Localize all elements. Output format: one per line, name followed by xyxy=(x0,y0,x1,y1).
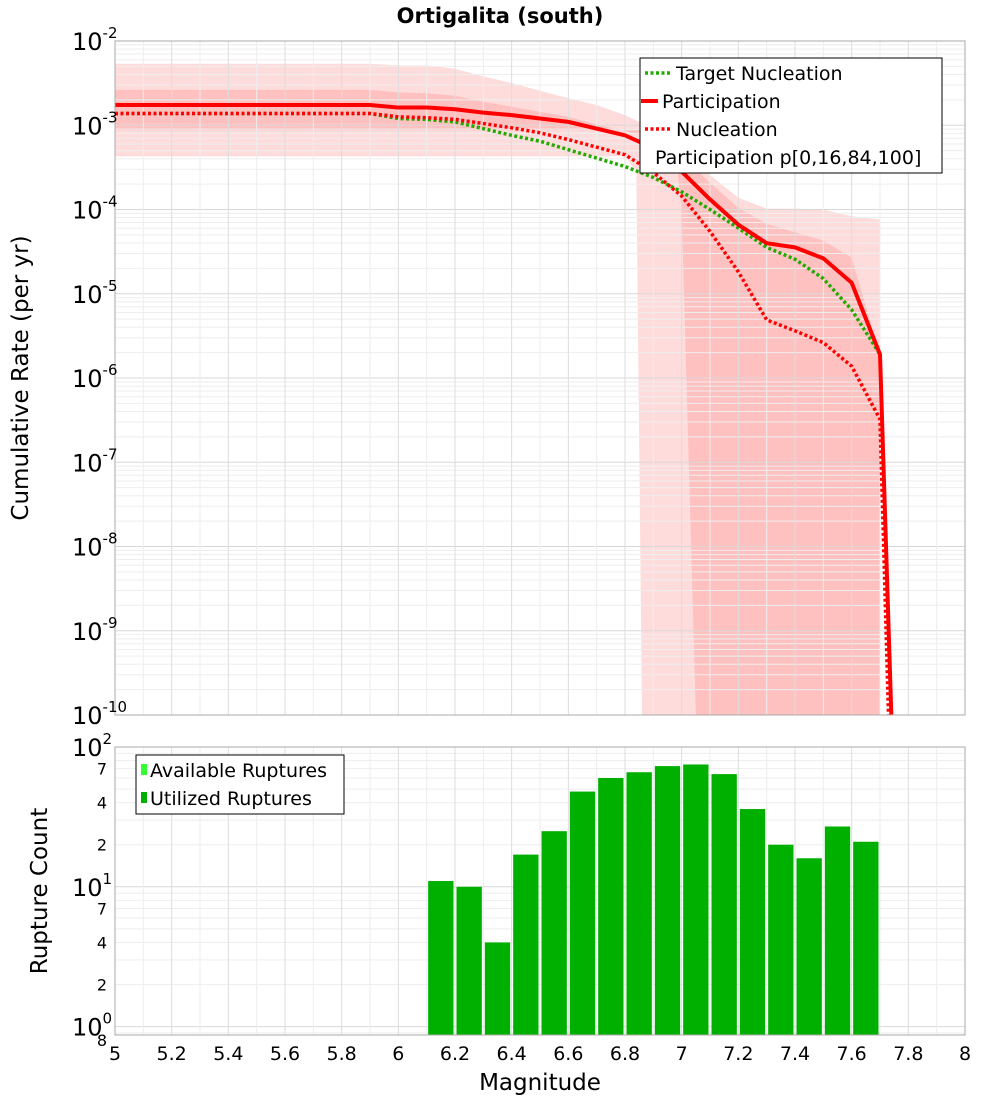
y-tick-label: 10-2 xyxy=(72,24,118,56)
y-tick-label: 100 xyxy=(72,1010,112,1042)
legend-label-nucleation: Nucleation xyxy=(676,119,778,141)
x-tick-label: 7.4 xyxy=(780,1043,810,1065)
top-y-axis-label: Cumulative Rate (per yr) xyxy=(8,235,34,520)
y-tick-label: 10-4 xyxy=(72,193,118,225)
y-tick-label: 10-6 xyxy=(72,361,118,393)
y-minor-tick-label: 2 xyxy=(97,836,107,855)
bottom-legend-box xyxy=(135,754,345,815)
y-minor-tick-label: 4 xyxy=(97,933,107,952)
bottom-legend: Available Ruptures Utilized Ruptures xyxy=(135,754,345,815)
bar-utilized-ruptures xyxy=(428,881,454,1035)
bar-utilized-ruptures xyxy=(683,764,709,1035)
x-tick-label: 6.2 xyxy=(440,1043,470,1065)
y-minor-tick-label: 7 xyxy=(97,899,107,918)
x-tick-label: 7.6 xyxy=(837,1043,867,1065)
y-tick-label: 10-7 xyxy=(72,445,118,477)
x-tick-label: 5.6 xyxy=(270,1043,300,1065)
series-line-participation xyxy=(115,103,894,716)
chart-title: Ortigalita (south) xyxy=(397,4,604,28)
band-group xyxy=(115,63,880,716)
bar-utilized-ruptures xyxy=(768,844,794,1035)
y-tick-label: 101 xyxy=(72,870,112,902)
y-tick-label: 10-10 xyxy=(72,698,127,730)
bar-utilized-ruptures xyxy=(569,791,596,1035)
x-ticks: 5 5.2 5.4 5.6 5.8 6 6.2 6.4 6.6 6.8 7 7.2 7.4 7.6 7.8 8 xyxy=(109,1043,971,1065)
y-minor-tick-label: 7 xyxy=(97,760,107,779)
x-axis-label: Magnitude xyxy=(479,1070,601,1096)
bar-group xyxy=(428,764,879,1035)
x-tick-label: 5.8 xyxy=(327,1043,357,1065)
bottom-plot-frame xyxy=(114,746,966,1036)
bar-utilized-ruptures xyxy=(598,778,624,1035)
x-tick-label: 7.2 xyxy=(723,1043,753,1065)
y-tick-label: 102 xyxy=(72,730,112,762)
legend-swatch-available-ruptures xyxy=(141,764,147,775)
bottom-y-axis-label: Rupture Count xyxy=(27,808,53,974)
legend-label-utilized-ruptures: Utilized Ruptures xyxy=(150,788,312,810)
y-minor-tick-label: 4 xyxy=(97,794,107,813)
bar-utilized-ruptures xyxy=(739,809,766,1035)
x-tick-label: 6 xyxy=(392,1043,404,1065)
top-plot-frame xyxy=(114,40,966,716)
bar-utilized-ruptures xyxy=(711,774,737,1035)
x-tick-label: 5 xyxy=(109,1043,121,1065)
series-line-nucleation xyxy=(115,111,891,716)
legend-swatch-utilized-ruptures xyxy=(141,792,147,803)
x-tick-label: 5.2 xyxy=(157,1043,187,1065)
x-tick-label: 6.4 xyxy=(497,1043,527,1065)
participation-band-p16-p84 xyxy=(115,89,880,716)
y-tick-label: 10-3 xyxy=(72,108,118,140)
bar-utilized-ruptures xyxy=(484,942,511,1035)
y-tick-label: 10-9 xyxy=(72,614,118,646)
x-tick-label: 7.8 xyxy=(893,1043,923,1065)
legend-label-target-nucleation: Target Nucleation xyxy=(675,63,843,85)
legend-label-available-ruptures: Available Ruptures xyxy=(150,760,327,782)
bar-utilized-ruptures xyxy=(513,854,539,1035)
y-tick-label: 10-8 xyxy=(72,530,118,562)
y-tick-label: 10-5 xyxy=(72,277,118,309)
x-tick-label: 6.6 xyxy=(553,1043,583,1065)
legend-label-participation: Participation xyxy=(662,91,781,113)
x-tick-label: 6.8 xyxy=(610,1043,640,1065)
bar-utilized-ruptures xyxy=(796,858,822,1035)
bar-utilized-ruptures xyxy=(853,841,879,1035)
series-line-target-nucleation xyxy=(115,111,882,356)
bottom-y-ticks: 102 101 100 7 4 2 7 4 2 8 xyxy=(72,730,112,1050)
x-tick-label: 7 xyxy=(676,1043,688,1065)
x-tick-label: 5.4 xyxy=(213,1043,243,1065)
x-tick-label: 8 xyxy=(959,1043,971,1065)
bar-utilized-ruptures xyxy=(654,766,681,1035)
top-legend-box xyxy=(639,57,943,174)
top-y-ticks: 10-2 10-3 10-4 10-5 10-6 10-7 10-8 10-9 10-10 xyxy=(72,24,127,730)
bar-utilized-ruptures xyxy=(456,886,482,1035)
y-minor-tick-label: 2 xyxy=(97,976,107,995)
bar-utilized-ruptures xyxy=(824,826,851,1035)
legend-label-participation-band: Participation p[0,16,84,100] xyxy=(655,147,921,169)
bar-utilized-ruptures xyxy=(626,772,652,1035)
bar-utilized-ruptures xyxy=(541,831,567,1035)
series-group xyxy=(115,103,894,716)
y-minor-tick-label: 8 xyxy=(97,1031,107,1050)
top-legend: Target Nucleation Participation Nucleati… xyxy=(639,57,943,174)
